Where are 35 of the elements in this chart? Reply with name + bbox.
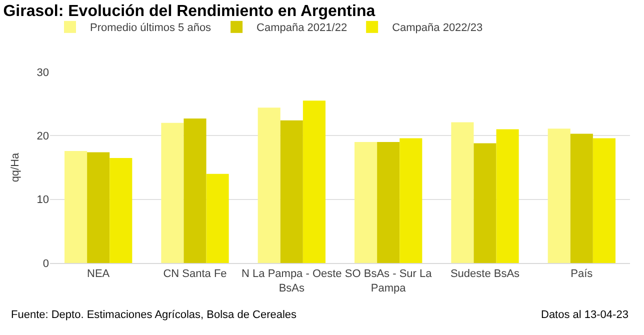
legend-label: Campaña 2022/23 — [392, 22, 483, 34]
y-tick-label: 20 — [36, 130, 49, 143]
bar — [161, 122, 184, 263]
y-tick-label: 0 — [42, 258, 49, 270]
x-tick-label: País — [570, 268, 594, 280]
bar — [206, 174, 229, 263]
bar — [377, 142, 400, 263]
x-tick-label: SO BsAs - Sur La Pampa — [344, 268, 433, 294]
chart-title: Girasol: Evolución del Rendimiento en Argentina — [3, 3, 376, 20]
x-tick-label: Sudeste BsAs — [450, 268, 520, 280]
text: Datos al 13-04-23 — [541, 309, 628, 321]
x-tick-label: N La Pampa - Oeste BsAs — [242, 268, 342, 294]
bar — [570, 134, 593, 263]
bar — [451, 122, 474, 263]
y-axis-title: qq/Ha — [9, 152, 22, 182]
x-tick-label: CN Santa Fe — [163, 268, 227, 280]
bar — [354, 142, 378, 263]
bar — [280, 120, 303, 263]
y-tick-label: 10 — [36, 194, 49, 206]
legend-label: Campaña 2021/22 — [256, 22, 348, 34]
legend-label: Promedio últimos 5 años — [90, 22, 212, 34]
bar — [258, 108, 280, 263]
bar — [64, 150, 88, 263]
bar — [110, 158, 132, 263]
bar — [496, 129, 519, 263]
bar — [400, 138, 422, 263]
bar — [592, 138, 616, 263]
bar — [548, 128, 570, 263]
bar — [302, 100, 326, 263]
x-tick-label: NEA — [87, 268, 110, 280]
y-tick-label: 30 — [36, 66, 49, 79]
source-note: Fuente: Depto. Estimaciones Agrícolas, Bolsa de Cereales — [11, 309, 298, 321]
bar — [87, 152, 110, 263]
bar — [184, 118, 206, 263]
bar — [474, 143, 496, 263]
